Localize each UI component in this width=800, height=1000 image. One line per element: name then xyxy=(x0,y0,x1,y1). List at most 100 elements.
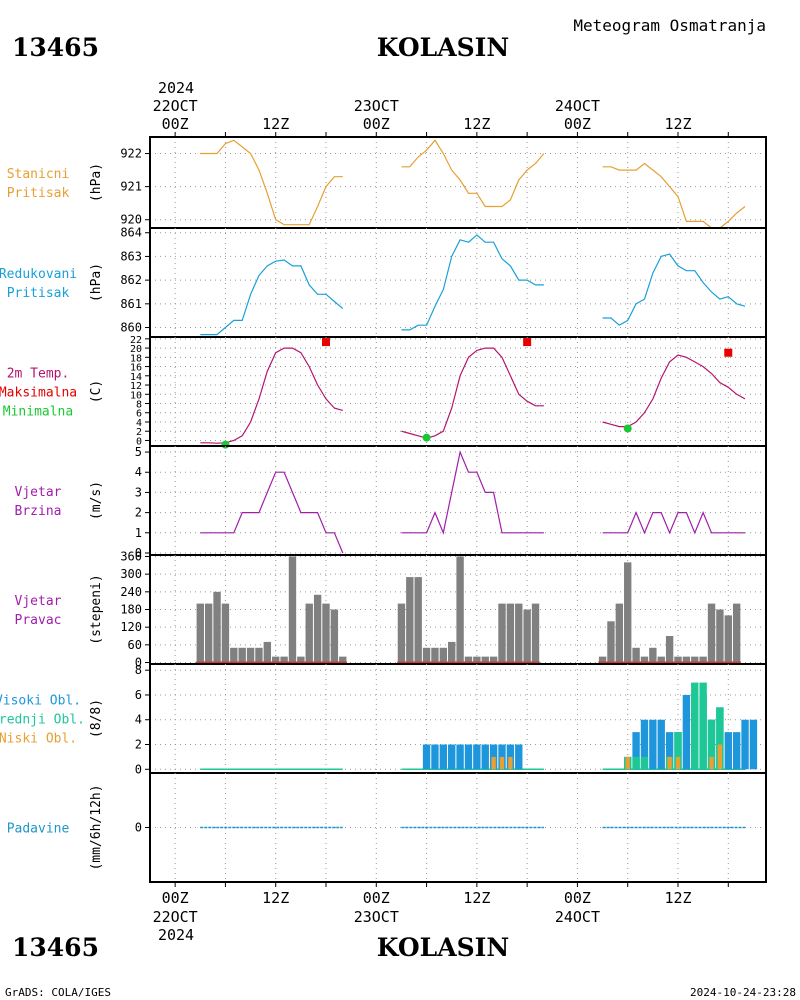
direction-bar xyxy=(288,556,297,663)
direction-bar xyxy=(431,647,439,663)
series-line xyxy=(401,234,544,331)
y-tick-label: 4 xyxy=(135,713,142,727)
direction-bar xyxy=(230,647,238,663)
y-tick-label: 22 xyxy=(130,335,142,346)
series-line xyxy=(602,253,746,326)
y-tick-label: 18 xyxy=(130,353,142,364)
cloud-bar-high xyxy=(732,732,741,770)
series-line xyxy=(602,354,746,428)
credit-text: GrADS: COLA/IGES xyxy=(5,986,111,999)
direction-bar xyxy=(204,603,213,663)
cloud-bar-mid xyxy=(707,719,716,770)
cloud-bar-high xyxy=(448,744,456,770)
direction-bar xyxy=(674,656,682,663)
timestamp-text: 2024-10-24-23:28 xyxy=(690,986,796,999)
series-line xyxy=(602,511,745,535)
date-label-top: 24OCT xyxy=(555,97,600,115)
y-tick-label: 20 xyxy=(130,344,142,355)
y-tick-label: 360 xyxy=(120,549,142,563)
series-line xyxy=(602,162,746,229)
cloud-bar-low xyxy=(675,756,681,770)
y-unit-label: (stepeni) xyxy=(89,574,104,644)
direction-bar xyxy=(607,621,615,663)
y-tick-label: 1 xyxy=(135,526,142,540)
cloud-bar-mid xyxy=(674,732,682,770)
y-tick-label: 921 xyxy=(120,180,142,194)
panel-label-line: Redukovani xyxy=(0,267,77,282)
cloud-bar-mid xyxy=(691,682,699,770)
min-temp-marker xyxy=(422,433,431,442)
hour-label-top: 00Z xyxy=(162,115,189,133)
cloud-bar-high xyxy=(657,719,665,770)
y-tick-label: 4 xyxy=(135,465,142,479)
direction-bar xyxy=(313,594,322,663)
date-label-bottom: 23OCT xyxy=(354,908,399,926)
panel-label-line: Pritisak xyxy=(7,186,70,201)
y-tick-label: 0 xyxy=(135,546,142,560)
direction-bar xyxy=(682,656,691,663)
y-tick-label: 240 xyxy=(120,585,142,599)
panel-label-line: Brzina xyxy=(15,504,62,519)
cloud-bar-mid xyxy=(632,756,640,770)
panel-label-line: Niski Obl. xyxy=(0,732,77,747)
y-tick-label: 8 xyxy=(136,400,142,411)
y-tick-label: 2 xyxy=(135,506,142,520)
cloud-bar-high xyxy=(431,744,439,770)
series-line xyxy=(401,139,545,208)
direction-bar xyxy=(691,656,699,663)
direction-bar xyxy=(255,647,263,663)
y-tick-label: 862 xyxy=(120,273,142,287)
cloud-bar-high xyxy=(464,744,473,770)
direction-bar xyxy=(221,603,230,663)
direction-bar xyxy=(732,603,741,663)
series-line xyxy=(401,450,544,535)
series-line xyxy=(200,139,343,226)
panel-label-line: Maksimalna xyxy=(0,386,77,401)
direction-bar xyxy=(196,603,204,663)
panel-label-line: Minimalna xyxy=(3,405,73,420)
y-tick-label: 10 xyxy=(130,390,142,401)
max-temp-marker xyxy=(523,338,532,347)
cloud-bar-low xyxy=(709,756,714,770)
y-tick-label: 864 xyxy=(120,226,142,240)
station-name-bottom: KOLASIN xyxy=(377,933,509,962)
direction-bar xyxy=(422,647,431,663)
hour-label-top: 12Z xyxy=(463,115,490,133)
cloud-bar-high xyxy=(481,744,489,770)
panel-label-line: Vjetar xyxy=(15,485,62,500)
panel-label-line: 2m Temp. xyxy=(7,367,70,382)
direction-bar xyxy=(322,603,330,663)
direction-bar xyxy=(523,609,531,663)
y-unit-label: (hPa) xyxy=(89,163,104,202)
station-name-top: KOLASIN xyxy=(377,33,509,62)
direction-bar xyxy=(615,603,624,663)
direction-bar xyxy=(489,656,498,663)
y-unit-label: (m/s) xyxy=(89,481,104,520)
y-tick-label: 180 xyxy=(120,603,142,617)
hour-label-top: 00Z xyxy=(363,115,390,133)
panel-label-line: Padavine xyxy=(7,822,70,837)
cloud-bar-high xyxy=(682,694,691,770)
cloud-bar-high xyxy=(665,732,674,770)
product-title: Meteogram Osmatranja xyxy=(573,16,766,35)
y-tick-label: 120 xyxy=(120,620,142,634)
y-unit-label: (C) xyxy=(89,380,104,403)
panels: 920921922(hPa)StanicniPritisak8608618628… xyxy=(0,137,766,883)
station-id-bottom: 13465 xyxy=(12,933,99,962)
direction-bar xyxy=(406,577,414,663)
direction-bar xyxy=(456,556,464,663)
cloud-bar-low xyxy=(499,756,505,770)
y-tick-label: 2 xyxy=(136,427,142,438)
y-tick-label: 14 xyxy=(130,372,142,383)
cloud-bar-mid xyxy=(699,682,707,770)
y-tick-label: 8 xyxy=(135,663,142,677)
max-temp-marker xyxy=(322,338,330,347)
y-tick-label: 2 xyxy=(135,738,142,752)
hour-label-bottom: 00Z xyxy=(162,889,189,907)
direction-bar xyxy=(624,562,632,663)
direction-bar xyxy=(481,656,489,663)
direction-bar xyxy=(330,609,339,663)
max-temp-marker xyxy=(724,348,733,357)
direction-bar xyxy=(724,615,732,663)
